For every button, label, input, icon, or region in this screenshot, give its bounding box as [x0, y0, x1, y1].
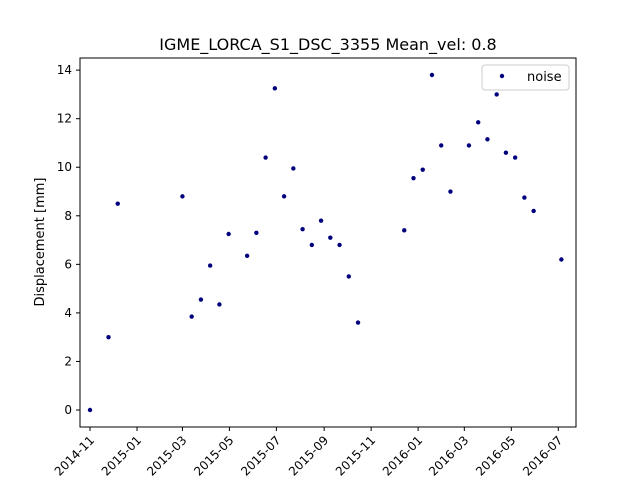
legend-box [481, 64, 570, 91]
x-axis: 2014-11 2015-01 2015-03 2015-05 2015-07 2015-… [52, 427, 565, 479]
data-point [281, 194, 287, 199]
data-point [291, 166, 296, 171]
y-tick-label: 2 [64, 354, 72, 368]
data-point [328, 235, 333, 240]
data-point [272, 86, 278, 91]
y-tick-label: 12 [57, 112, 72, 126]
data-point [485, 137, 490, 142]
data-point [318, 218, 324, 223]
data-point [531, 208, 536, 214]
data-points [87, 72, 564, 413]
data-point [300, 226, 305, 232]
plot-area-frame [79, 57, 577, 428]
data-point [420, 167, 425, 172]
data-point [402, 228, 407, 233]
x-tick-label: 2016-03 [426, 433, 471, 478]
legend: noise [481, 64, 570, 91]
y-tick-label: 4 [64, 306, 72, 320]
data-point [466, 143, 472, 148]
data-point [115, 201, 120, 206]
data-point [106, 334, 111, 340]
legend-marker [499, 73, 505, 79]
y-tick-label: 6 [64, 257, 72, 271]
y-tick-label: 14 [57, 63, 72, 77]
data-point [355, 320, 361, 325]
data-point [475, 120, 481, 125]
data-point [503, 150, 509, 155]
data-point [522, 195, 527, 200]
x-tick-label: 2016-01 [380, 433, 425, 478]
data-point [217, 302, 222, 307]
y-tick-label: 8 [64, 209, 72, 223]
x-tick-label: 2015-01 [99, 433, 144, 478]
y-axis-label: Displacement [mm] [33, 178, 48, 307]
legend-label: noise [527, 70, 562, 85]
x-tick-label: 2015-09 [286, 433, 331, 478]
data-point [512, 155, 518, 160]
x-tick-label: 2016-05 [473, 433, 518, 478]
data-point [429, 72, 435, 78]
data-point [189, 314, 194, 319]
data-point [309, 242, 315, 248]
x-tick-label: 2015-03 [144, 433, 189, 478]
x-tick-label: 2014-11 [52, 433, 97, 478]
data-point [411, 175, 416, 181]
data-point [207, 263, 213, 268]
data-point [244, 253, 250, 259]
chart-title: IGME_LORCA_S1_DSC_3355 Mean_vel: 0.8 [159, 35, 496, 55]
data-point [337, 242, 342, 248]
data-point [439, 143, 444, 148]
y-tick-label: 0 [64, 403, 72, 417]
x-tick-label: 2015-11 [333, 433, 378, 478]
x-tick-label: 2016-07 [520, 433, 565, 478]
data-point [448, 189, 453, 194]
data-point [346, 274, 351, 279]
data-point [494, 92, 499, 97]
data-point [226, 231, 231, 237]
data-point [198, 297, 204, 302]
data-point [263, 155, 268, 160]
data-point [254, 230, 259, 235]
y-tick-label: 10 [57, 160, 72, 174]
data-point [559, 257, 564, 262]
x-tick-label: 2015-07 [238, 433, 283, 478]
x-tick-label: 2015-05 [191, 433, 236, 478]
data-point [180, 194, 185, 199]
data-point [87, 407, 93, 413]
y-axis: 0 2 4 6 8 10 12 14 [57, 63, 80, 417]
